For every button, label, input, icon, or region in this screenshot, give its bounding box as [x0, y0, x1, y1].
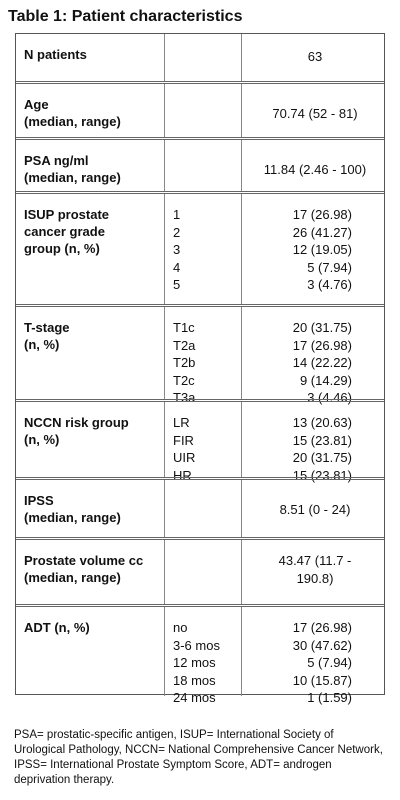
cell-value: 26 (41.27)	[292, 224, 352, 240]
sub-category: 3	[173, 242, 181, 257]
sub-category: UIR	[173, 450, 196, 465]
row-label: IPSS (median, range)	[24, 492, 121, 526]
column-divider	[241, 34, 242, 81]
column-divider	[164, 84, 165, 137]
cell-value: 5 (7.94)	[307, 655, 352, 670]
cell-value: 17 (26.98)	[292, 620, 352, 635]
column-divider	[241, 194, 242, 304]
column-divider	[164, 480, 165, 537]
row-label: N patients	[24, 46, 87, 63]
sub-category: 4	[173, 259, 181, 275]
cell-value: 14 (22.22)	[292, 355, 352, 370]
table-title: Table 1: Patient characteristics	[8, 8, 243, 25]
table-row: ADT (n, %) no 17 (26.98) 3-6 mos 30 (47.62) 1…	[16, 604, 384, 705]
label-line: (median, range)	[24, 170, 121, 185]
cell-value: 30 (47.62)	[292, 637, 352, 653]
column-divider	[241, 307, 242, 399]
table-row: PSA ng/ml (median, range) 11.84 (2.46 - 10…	[16, 137, 384, 191]
footnote: PSA= prostatic-specific antigen, ISUP= I…	[14, 729, 383, 786]
sub-category: 24 mos	[173, 690, 216, 705]
label-line: NCCN risk group	[24, 415, 129, 430]
label-line: cancer grade	[24, 224, 105, 239]
column-divider	[241, 84, 242, 137]
table-row: IPSS (median, range) 8.51 (0 - 24)	[16, 477, 384, 537]
sub-category: FIR	[173, 432, 194, 448]
sub-category: 2	[173, 224, 181, 240]
cell-value: 20 (31.75)	[292, 320, 352, 335]
label-line: (median, range)	[24, 510, 121, 525]
sub-category: LR	[173, 415, 190, 430]
column-divider	[241, 402, 242, 477]
sub-category: 12 mos	[173, 655, 216, 670]
column-divider	[164, 34, 165, 81]
label-line: PSA ng/ml	[24, 153, 89, 168]
label-line: ADT (n, %)	[24, 620, 90, 635]
column-divider	[241, 480, 242, 537]
table: N patients 63 Age (median, range) 70.74 (52 …	[15, 33, 385, 705]
cell-value: 9 (14.29)	[299, 372, 352, 388]
row-label: NCCN risk group (n, %)	[24, 414, 129, 448]
label-line: T-stage	[24, 320, 70, 335]
cell-value: 12 (19.05)	[292, 242, 352, 257]
label-line: ISUP prostate	[24, 207, 110, 222]
row-label: ADT (n, %)	[24, 619, 90, 636]
cell-value: 5 (7.94)	[307, 259, 352, 275]
table-row: NCCN risk group (n, %) LR 13 (20.63) FIR 15 (…	[16, 399, 384, 483]
label-line: (n, %)	[24, 432, 60, 447]
cell-value: 15 (23.81)	[292, 432, 352, 448]
table-row: Prostate volume cc (median, range) 43.47 (…	[16, 537, 384, 604]
cell-value: 63	[307, 49, 323, 64]
cell-value: 20 (31.75)	[292, 450, 352, 465]
label-line: N patients	[24, 47, 87, 62]
sub-category: T2b	[173, 355, 196, 370]
label-line: (median, range)	[24, 114, 121, 129]
column-divider	[164, 607, 165, 696]
cell-value: 13 (20.63)	[292, 415, 352, 430]
cell-value: 17 (26.98)	[292, 207, 352, 222]
label-line: IPSS	[24, 493, 54, 508]
sub-category: T2c	[173, 372, 195, 388]
column-divider	[241, 607, 242, 696]
label-line: (median, range)	[24, 570, 121, 585]
cell-value: 70.74 (52 - 81)	[272, 106, 358, 121]
cell-value: 11.84 (2.46 - 100)	[263, 162, 367, 177]
sub-category: no	[173, 620, 188, 635]
column-divider	[164, 307, 165, 399]
sub-category: T1c	[173, 320, 195, 335]
cell-value: 43.47 (11.7 -	[278, 553, 352, 568]
label-line: group (n, %)	[24, 241, 100, 256]
table-row: Age (median, range) 70.74 (52 - 81)	[16, 81, 384, 137]
table-row: ISUP prostate cancer grade group (n, %) 1 17…	[16, 191, 384, 304]
column-divider	[164, 140, 165, 191]
table-row: T-stage (n, %) T1c 20 (31.75) T2a 17 (26.98) T…	[16, 304, 384, 405]
column-divider	[241, 540, 242, 604]
column-divider	[241, 140, 242, 191]
cell-value: 10 (15.87)	[292, 672, 352, 688]
sub-category: 18 mos	[173, 672, 216, 688]
column-divider	[164, 402, 165, 477]
cell-value: 190.8)	[296, 570, 334, 586]
row-label: ISUP prostate cancer grade group (n, %)	[24, 206, 109, 257]
cell-value: 3 (4.76)	[307, 277, 352, 292]
row-label: PSA ng/ml (median, range)	[24, 152, 121, 186]
label-line: (n, %)	[24, 337, 60, 352]
sub-category: 1	[173, 207, 181, 222]
column-divider	[164, 194, 165, 304]
row-label: Age (median, range)	[24, 96, 121, 130]
sub-category: 5	[173, 277, 181, 292]
cell-value: 17 (26.98)	[292, 337, 352, 353]
column-divider	[164, 540, 165, 604]
cell-value: 1 (1.59)	[307, 690, 352, 705]
label-line: Prostate volume cc	[24, 553, 144, 568]
cell-value: 8.51 (0 - 24)	[279, 502, 351, 517]
sub-category: T2a	[173, 337, 196, 353]
table-row: N patients 63	[16, 34, 384, 81]
sub-category: 3-6 mos	[173, 637, 220, 653]
label-line: Age	[24, 97, 49, 112]
row-label: T-stage (n, %)	[24, 319, 70, 353]
row-label: Prostate volume cc (median, range)	[24, 552, 143, 586]
